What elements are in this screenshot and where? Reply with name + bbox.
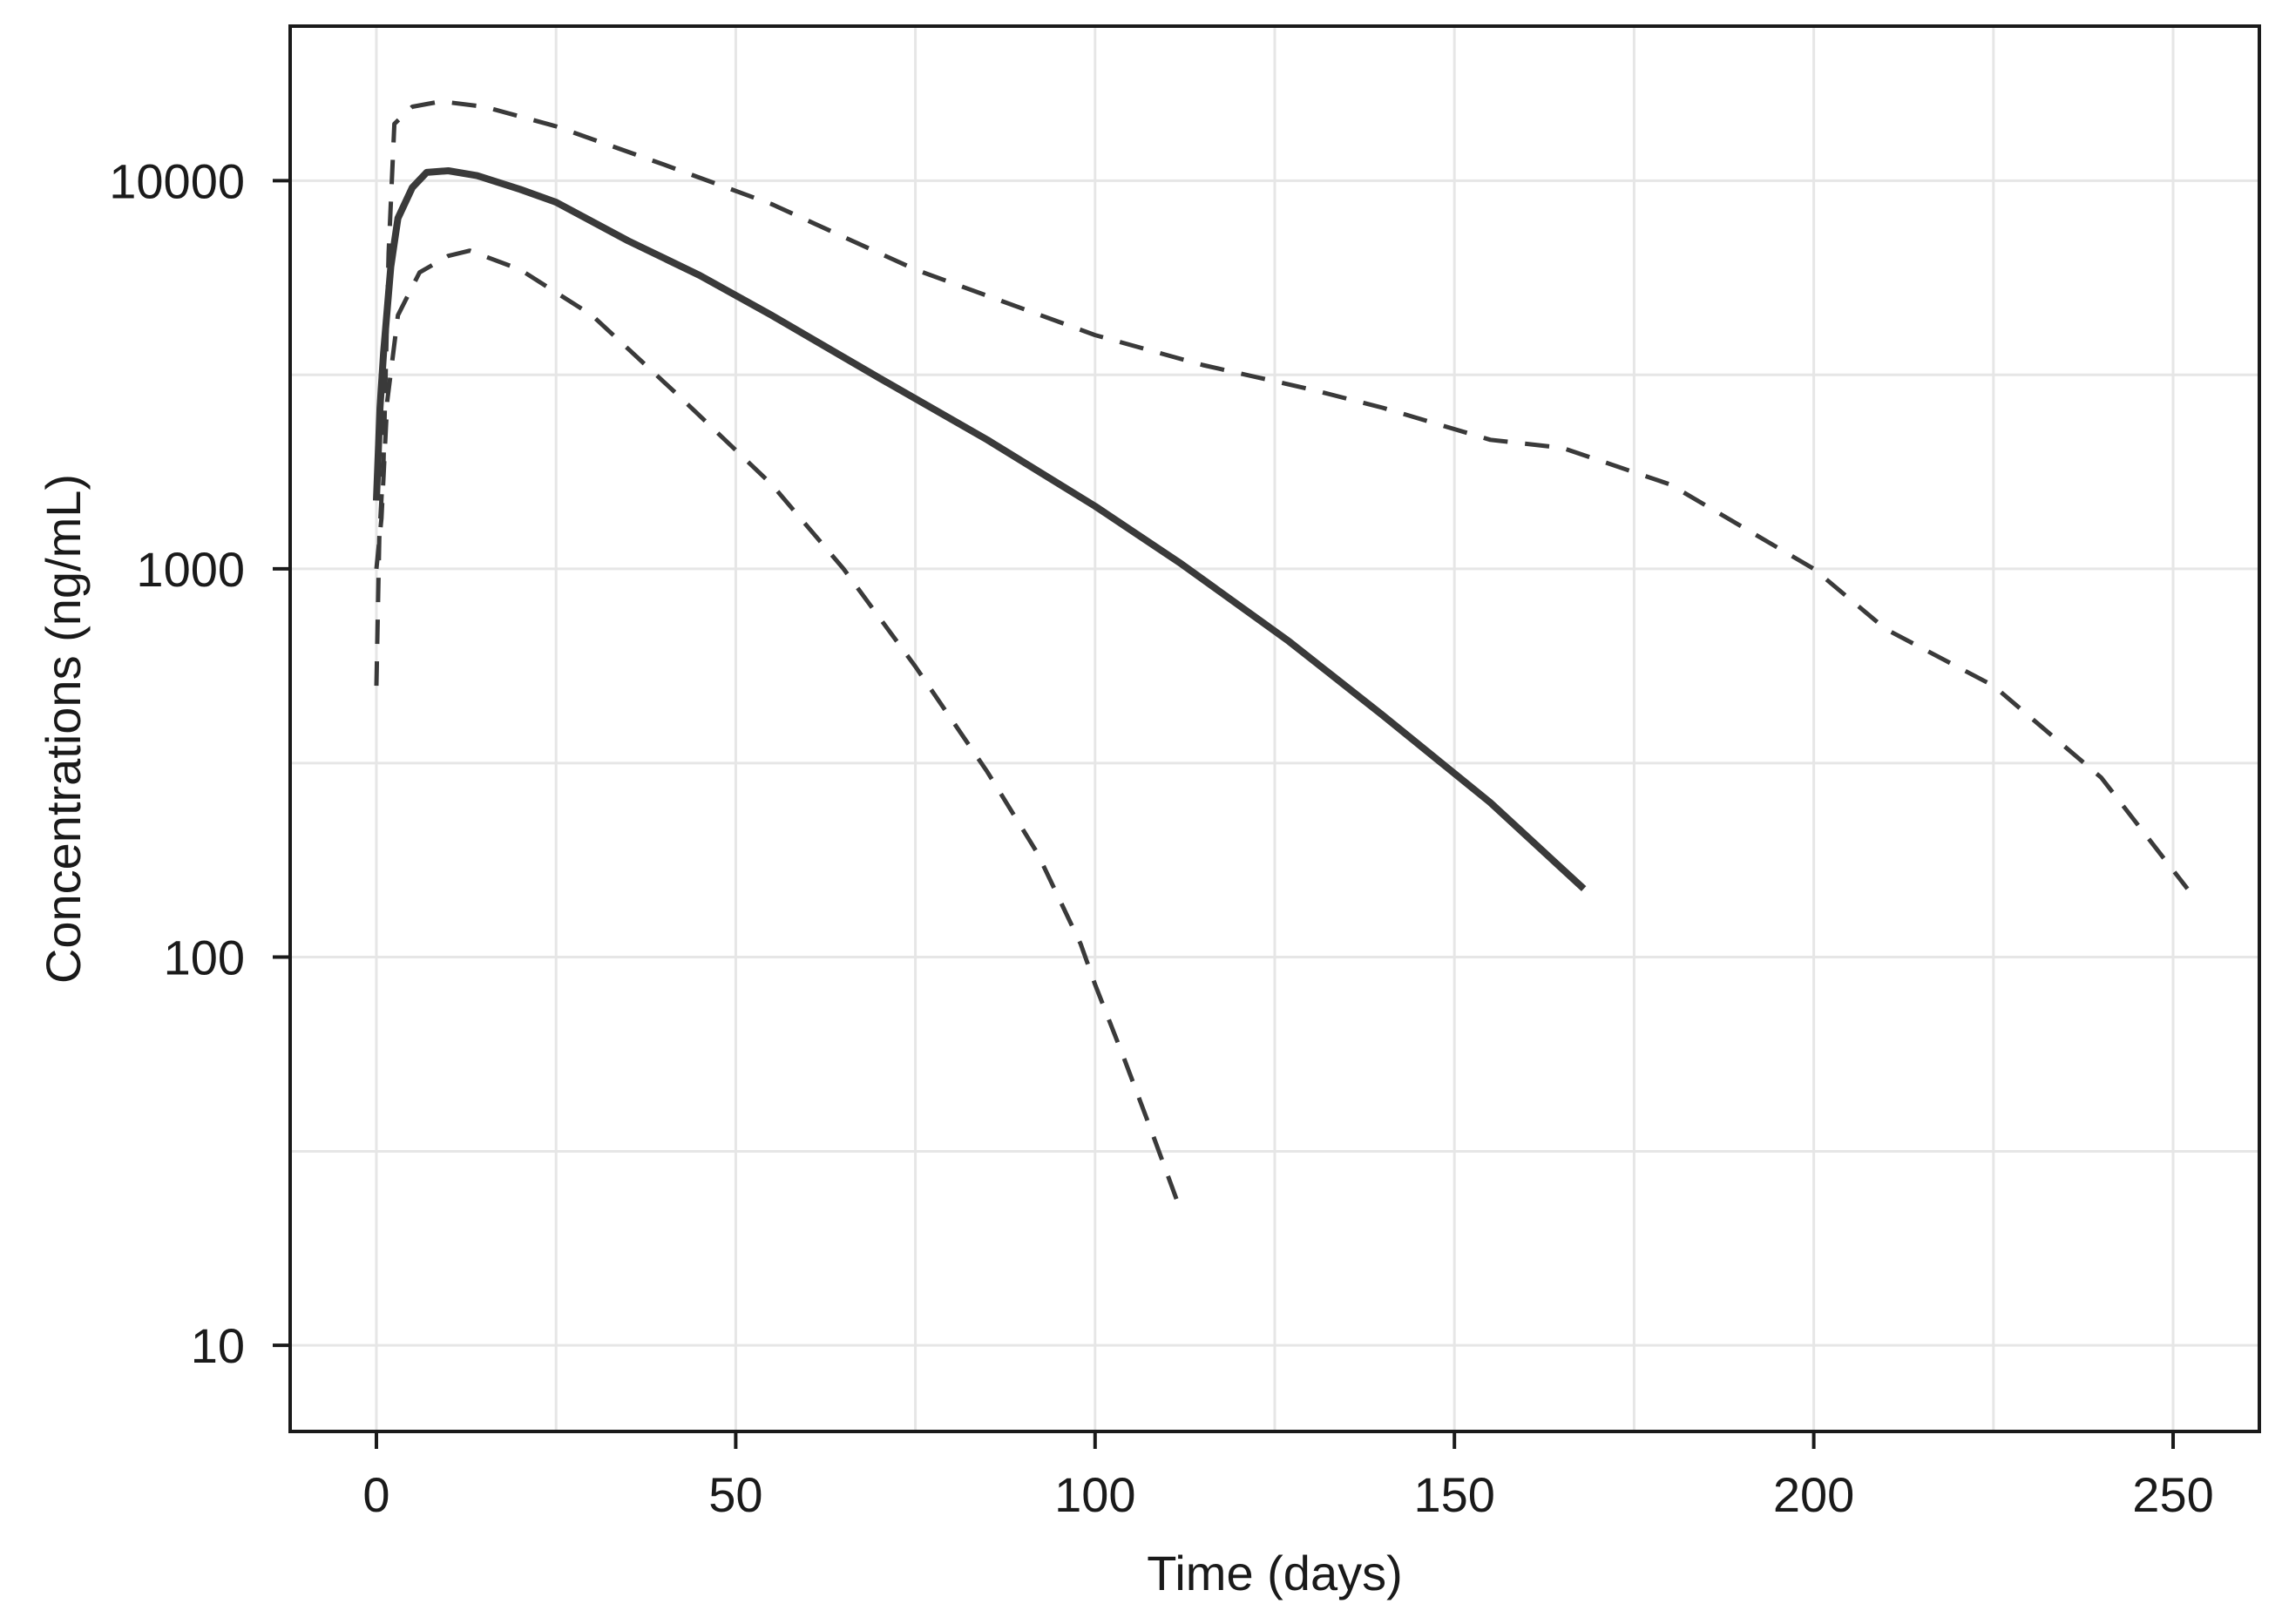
x-tick-label: 250 [2132, 1467, 2213, 1522]
tick-layer: 0 50 100 150 200 250 10 100 1000 10000 [109, 153, 2213, 1522]
y-axis-title: Concentrations (ng/mL) [36, 474, 91, 984]
x-tick-label: 0 [362, 1467, 389, 1522]
grid-layer [290, 26, 2259, 1431]
y-tick-label: 100 [164, 930, 245, 985]
series-layer [373, 98, 2190, 1214]
x-tick-label: 50 [708, 1467, 762, 1522]
x-tick-label: 100 [1054, 1467, 1135, 1522]
y-tick-label: 10 [191, 1318, 245, 1373]
series-line-dashed-1 [374, 98, 2190, 890]
series-line-solid [373, 167, 1587, 892]
y-tick-label: 10000 [109, 153, 245, 208]
plot-border [288, 24, 2261, 1433]
x-axis-title: Time (days) [1147, 1546, 1403, 1600]
y-tick-label: 1000 [136, 542, 245, 597]
series-line-dashed-2 [374, 248, 1184, 1214]
x-tick-label: 150 [1413, 1467, 1494, 1522]
x-tick-label: 200 [1773, 1467, 1854, 1522]
